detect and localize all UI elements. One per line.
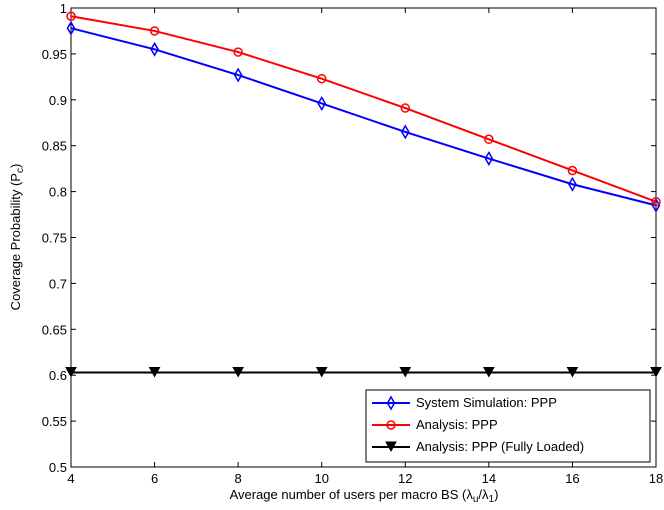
- series-line: [70, 15, 657, 203]
- y-axis-label: Coverage Probability (Pc): [8, 164, 26, 311]
- x-axis-label-suffix: ): [494, 487, 498, 502]
- data-point: [399, 366, 412, 378]
- series-group: [65, 11, 662, 378]
- data-point: [148, 366, 161, 378]
- y-axis-label-close: ): [8, 164, 23, 168]
- y-tick-label: 0.5: [49, 460, 67, 475]
- x-axis-sub-1: 1: [489, 494, 495, 505]
- x-axis-lambda-2: λ: [482, 487, 489, 502]
- legend-entry-1: System Simulation: PPP: [372, 395, 557, 411]
- series-line: [70, 27, 657, 207]
- y-tick-label: 0.85: [42, 139, 67, 154]
- x-axis-label-prefix: Average number of users per macro BS (: [230, 487, 467, 502]
- data-point: [66, 20, 76, 36]
- data-point: [651, 197, 661, 213]
- data-point: [233, 67, 243, 83]
- data-point: [400, 124, 410, 140]
- y-tick-label: 0.8: [49, 185, 67, 200]
- data-point: [232, 366, 244, 378]
- y-tick-label: 0.55: [42, 414, 67, 429]
- data-point: [65, 366, 77, 378]
- axis-ticks: 4 6 8 10 12 14 16 18 0.5 0.55 0.6 0.65 0.7 0.75 0.8 0.8…: [42, 1, 664, 486]
- legend-entry-2: Analysis: PPP: [372, 417, 498, 432]
- data-point: [484, 151, 494, 167]
- data-point: [317, 95, 327, 111]
- legend-marker: [386, 395, 396, 411]
- legend-entries: System Simulation: PPP Analysis: PPP Analy…: [372, 395, 584, 454]
- x-axis-slash: /: [478, 487, 482, 502]
- series-3: [65, 366, 662, 378]
- legend-marker: [386, 420, 396, 430]
- y-tick-label: 0.95: [42, 47, 67, 62]
- data-point: [315, 366, 328, 378]
- data-point: [651, 196, 661, 207]
- y-tick-label: 0.9: [49, 93, 67, 108]
- y-axis-label-main: Coverage Probability (P: [8, 173, 23, 310]
- x-tick-label: 12: [398, 471, 412, 486]
- legend-label: System Simulation: PPP: [416, 395, 557, 410]
- x-tick-label: 8: [235, 471, 242, 486]
- x-tick-label: 10: [314, 471, 328, 486]
- series-2: [66, 11, 661, 207]
- legend-box: [365, 389, 651, 463]
- x-tick-label: 16: [565, 471, 579, 486]
- legend-marker: [385, 441, 397, 453]
- data-point: [150, 41, 159, 57]
- data-point: [316, 73, 327, 84]
- y-tick-label: 0.7: [49, 276, 67, 291]
- data-point: [650, 366, 662, 378]
- y-tick-label: 0.75: [42, 231, 67, 246]
- data-point: [566, 366, 579, 378]
- legend: System Simulation: PPP Analysis: PPP Analy…: [365, 389, 651, 463]
- data-point: [567, 165, 578, 176]
- x-tick-label: 18: [649, 471, 663, 486]
- legend-entry-3: Analysis: PPP (Fully Loaded): [372, 439, 584, 454]
- data-point: [484, 134, 494, 145]
- x-axis-lambda-1: λ: [466, 487, 473, 502]
- y-tick-label: 1: [60, 1, 67, 16]
- data-point: [149, 26, 160, 36]
- x-axis-sub-u: u: [473, 494, 479, 505]
- data-point: [568, 176, 577, 192]
- y-tick-label: 0.6: [49, 368, 67, 383]
- legend-label: Analysis: PPP: [416, 417, 498, 432]
- data-point: [233, 47, 243, 57]
- data-point: [400, 103, 411, 113]
- x-tick-label: 6: [151, 471, 158, 486]
- x-tick-label: 4: [67, 471, 74, 486]
- x-axis-label: Average number of users per macro BS (λu…: [230, 487, 499, 505]
- data-point: [66, 11, 76, 22]
- series-1: [66, 20, 661, 213]
- legend-label: Analysis: PPP (Fully Loaded): [416, 439, 584, 454]
- y-axis-sub-c: c: [15, 168, 26, 173]
- data-point: [483, 366, 495, 378]
- x-tick-label: 14: [482, 471, 496, 486]
- y-tick-label: 0.65: [42, 322, 67, 337]
